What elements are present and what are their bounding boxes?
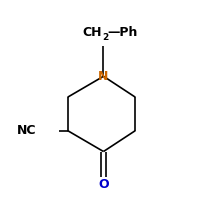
Text: 2: 2: [102, 33, 109, 42]
Text: —Ph: —Ph: [107, 26, 138, 39]
Text: O: O: [98, 178, 109, 191]
Text: NC: NC: [17, 124, 36, 137]
Text: N: N: [98, 70, 109, 83]
Text: CH: CH: [83, 26, 102, 39]
